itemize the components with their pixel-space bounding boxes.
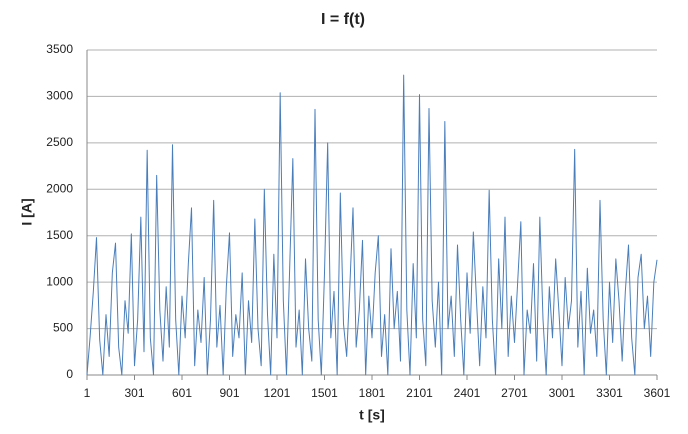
x-tick-label: 301 — [124, 386, 144, 400]
x-tick-label: 1 — [84, 386, 91, 400]
x-tick-label: 3001 — [549, 386, 576, 400]
y-tick-label: 2000 — [46, 181, 73, 195]
y-tick-label: 3000 — [46, 89, 73, 103]
y-tick-label: 500 — [53, 321, 73, 335]
x-tick-label: 3601 — [644, 386, 671, 400]
x-tick-label: 601 — [172, 386, 192, 400]
x-tick-label: 1201 — [264, 386, 291, 400]
y-tick-label: 1500 — [46, 228, 73, 242]
x-tick-label: 901 — [219, 386, 239, 400]
x-tick-label: 2401 — [454, 386, 481, 400]
y-axis-title: I [A] — [19, 198, 35, 225]
x-tick-label: 2701 — [501, 386, 528, 400]
x-axis-title: t [s] — [359, 407, 385, 423]
x-tick-label: 1801 — [359, 386, 386, 400]
x-tick-label: 2101 — [406, 386, 433, 400]
y-tick-label: 3500 — [46, 42, 73, 56]
y-tick-label: 0 — [66, 367, 73, 381]
chart-title: I = f(t) — [321, 11, 365, 28]
y-tick-label: 2500 — [46, 135, 73, 149]
y-tick-label: 1000 — [46, 274, 73, 288]
data-line — [86, 74, 658, 376]
x-tick-label: 1501 — [311, 386, 338, 400]
x-tick-label: 3301 — [596, 386, 623, 400]
